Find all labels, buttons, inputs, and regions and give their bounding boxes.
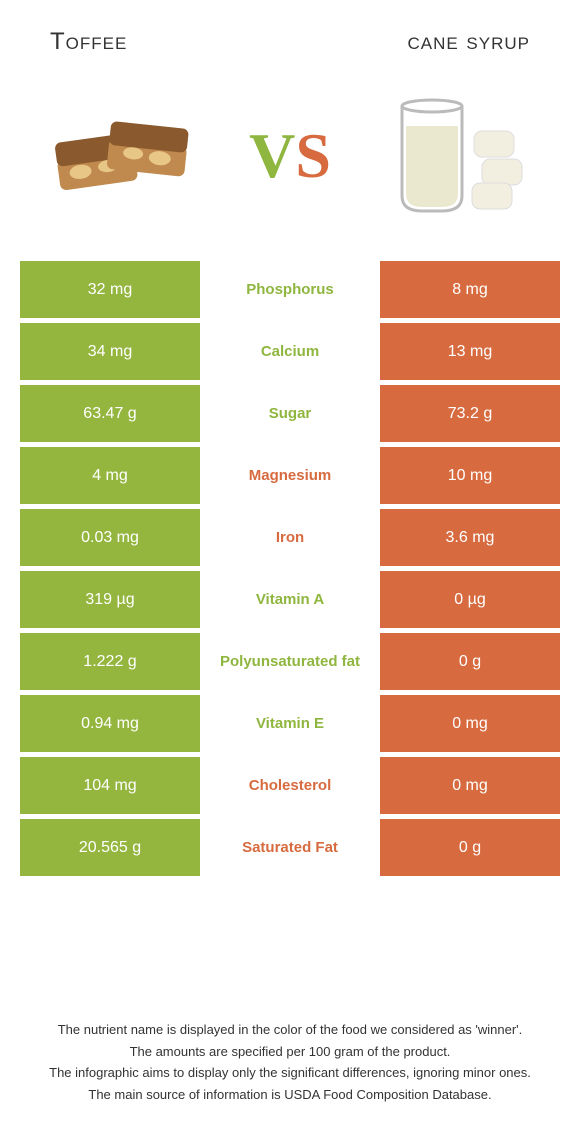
value-left: 0.94 mg xyxy=(20,695,200,752)
value-right: 73.2 g xyxy=(380,385,560,442)
nutrient-label: Polyunsaturated fat xyxy=(200,633,380,690)
value-left: 104 mg xyxy=(20,757,200,814)
value-left: 0.03 mg xyxy=(20,509,200,566)
value-right: 0 g xyxy=(380,819,560,876)
food-left-title: Toffee xyxy=(50,28,127,56)
table-row: 319 µgVitamin A0 µg xyxy=(20,571,560,628)
value-right: 0 µg xyxy=(380,571,560,628)
value-right: 0 mg xyxy=(380,695,560,752)
value-right: 13 mg xyxy=(380,323,560,380)
value-right: 10 mg xyxy=(380,447,560,504)
food-left-image xyxy=(43,86,203,226)
value-left: 4 mg xyxy=(20,447,200,504)
vs-label: VS xyxy=(249,119,331,193)
footer-line: The main source of information is USDA F… xyxy=(35,1085,545,1105)
vs-section: VS xyxy=(0,56,580,261)
comparison-table: 32 mgPhosphorus8 mg34 mgCalcium13 mg63.4… xyxy=(20,261,560,876)
value-right: 3.6 mg xyxy=(380,509,560,566)
nutrient-label: Phosphorus xyxy=(200,261,380,318)
footer-line: The amounts are specified per 100 gram o… xyxy=(35,1042,545,1062)
header: Toffee cane syrup xyxy=(0,0,580,56)
table-row: 0.03 mgIron3.6 mg xyxy=(20,509,560,566)
value-left: 34 mg xyxy=(20,323,200,380)
value-left: 319 µg xyxy=(20,571,200,628)
nutrient-label: Vitamin A xyxy=(200,571,380,628)
nutrient-label: Saturated Fat xyxy=(200,819,380,876)
table-row: 20.565 gSaturated Fat0 g xyxy=(20,819,560,876)
value-left: 32 mg xyxy=(20,261,200,318)
nutrient-label: Calcium xyxy=(200,323,380,380)
cane-syrup-icon xyxy=(382,91,532,221)
value-right: 0 mg xyxy=(380,757,560,814)
table-row: 63.47 gSugar73.2 g xyxy=(20,385,560,442)
table-row: 1.222 gPolyunsaturated fat0 g xyxy=(20,633,560,690)
footer-line: The infographic aims to display only the… xyxy=(35,1063,545,1083)
nutrient-label: Magnesium xyxy=(200,447,380,504)
value-right: 8 mg xyxy=(380,261,560,318)
table-row: 34 mgCalcium13 mg xyxy=(20,323,560,380)
value-right: 0 g xyxy=(380,633,560,690)
table-row: 32 mgPhosphorus8 mg xyxy=(20,261,560,318)
vs-s: S xyxy=(295,120,331,191)
table-row: 0.94 mgVitamin E0 mg xyxy=(20,695,560,752)
nutrient-label: Cholesterol xyxy=(200,757,380,814)
food-right-title: cane syrup xyxy=(408,28,530,56)
table-row: 104 mgCholesterol0 mg xyxy=(20,757,560,814)
nutrient-label: Vitamin E xyxy=(200,695,380,752)
toffee-icon xyxy=(48,96,198,216)
nutrient-label: Iron xyxy=(200,509,380,566)
food-right-image xyxy=(377,86,537,226)
footer-notes: The nutrient name is displayed in the co… xyxy=(0,1020,580,1106)
nutrient-label: Sugar xyxy=(200,385,380,442)
footer-line: The nutrient name is displayed in the co… xyxy=(35,1020,545,1040)
table-row: 4 mgMagnesium10 mg xyxy=(20,447,560,504)
vs-v: V xyxy=(249,120,295,191)
value-left: 63.47 g xyxy=(20,385,200,442)
value-left: 1.222 g xyxy=(20,633,200,690)
value-left: 20.565 g xyxy=(20,819,200,876)
